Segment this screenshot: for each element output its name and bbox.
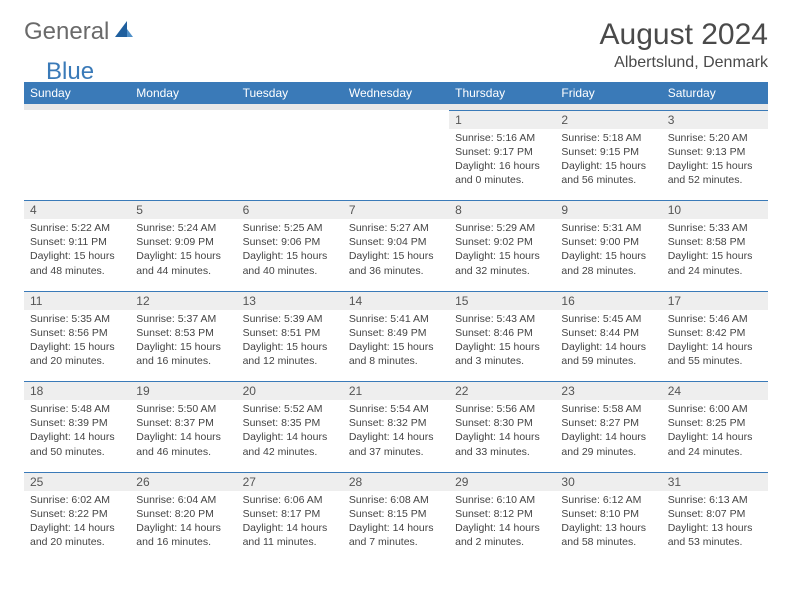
day-content-cell: Sunrise: 6:10 AMSunset: 8:12 PMDaylight:…: [449, 491, 555, 563]
day-number-cell: 7: [343, 201, 449, 220]
day-number-cell: 18: [24, 382, 130, 401]
calendar-body: 123Sunrise: 5:16 AMSunset: 9:17 PMDaylig…: [24, 110, 768, 563]
day-number-cell: 29: [449, 472, 555, 491]
day-content-cell: Sunrise: 5:22 AMSunset: 9:11 PMDaylight:…: [24, 219, 130, 291]
day-content-cell: [343, 129, 449, 201]
day-content-row: Sunrise: 5:22 AMSunset: 9:11 PMDaylight:…: [24, 219, 768, 291]
day-number-row: 25262728293031: [24, 472, 768, 491]
day-content-cell: Sunrise: 5:29 AMSunset: 9:02 PMDaylight:…: [449, 219, 555, 291]
col-thursday: Thursday: [449, 82, 555, 104]
day-content-cell: Sunrise: 5:52 AMSunset: 8:35 PMDaylight:…: [237, 400, 343, 472]
day-number-cell: 13: [237, 291, 343, 310]
day-number-cell: 22: [449, 382, 555, 401]
month-title: August 2024: [600, 18, 768, 52]
day-number-row: 11121314151617: [24, 291, 768, 310]
day-number-cell: 26: [130, 472, 236, 491]
day-number-cell: 23: [555, 382, 661, 401]
day-content-cell: Sunrise: 6:12 AMSunset: 8:10 PMDaylight:…: [555, 491, 661, 563]
col-tuesday: Tuesday: [237, 82, 343, 104]
day-content-cell: Sunrise: 5:37 AMSunset: 8:53 PMDaylight:…: [130, 310, 236, 382]
day-content-cell: Sunrise: 5:33 AMSunset: 8:58 PMDaylight:…: [662, 219, 768, 291]
day-content-cell: Sunrise: 5:39 AMSunset: 8:51 PMDaylight:…: [237, 310, 343, 382]
day-content-cell: Sunrise: 5:24 AMSunset: 9:09 PMDaylight:…: [130, 219, 236, 291]
day-content-cell: Sunrise: 6:02 AMSunset: 8:22 PMDaylight:…: [24, 491, 130, 563]
day-number-cell: 17: [662, 291, 768, 310]
day-number-cell: 28: [343, 472, 449, 491]
day-number-cell: 31: [662, 472, 768, 491]
day-number-cell: [24, 110, 130, 129]
day-number-cell: 6: [237, 201, 343, 220]
day-number-cell: 10: [662, 201, 768, 220]
col-friday: Friday: [555, 82, 661, 104]
day-content-cell: Sunrise: 6:06 AMSunset: 8:17 PMDaylight:…: [237, 491, 343, 563]
day-number-cell: 1: [449, 110, 555, 129]
day-number-cell: 21: [343, 382, 449, 401]
day-content-cell: Sunrise: 5:20 AMSunset: 9:13 PMDaylight:…: [662, 129, 768, 201]
day-number-cell: 16: [555, 291, 661, 310]
day-content-cell: Sunrise: 5:31 AMSunset: 9:00 PMDaylight:…: [555, 219, 661, 291]
logo: General: [24, 18, 137, 46]
day-content-cell: Sunrise: 5:56 AMSunset: 8:30 PMDaylight:…: [449, 400, 555, 472]
col-wednesday: Wednesday: [343, 82, 449, 104]
day-number-cell: 19: [130, 382, 236, 401]
day-number-cell: 3: [662, 110, 768, 129]
day-number-cell: 4: [24, 201, 130, 220]
day-content-cell: [24, 129, 130, 201]
day-number-cell: 25: [24, 472, 130, 491]
day-content-cell: Sunrise: 5:45 AMSunset: 8:44 PMDaylight:…: [555, 310, 661, 382]
title-block: August 2024 Albertslund, Denmark: [600, 18, 768, 72]
logo-text-blue: Blue: [46, 58, 94, 86]
day-content-cell: Sunrise: 6:00 AMSunset: 8:25 PMDaylight:…: [662, 400, 768, 472]
day-content-row: Sunrise: 5:35 AMSunset: 8:56 PMDaylight:…: [24, 310, 768, 382]
col-saturday: Saturday: [662, 82, 768, 104]
day-content-cell: Sunrise: 5:35 AMSunset: 8:56 PMDaylight:…: [24, 310, 130, 382]
day-content-cell: Sunrise: 5:58 AMSunset: 8:27 PMDaylight:…: [555, 400, 661, 472]
day-number-row: 45678910: [24, 201, 768, 220]
day-content-row: Sunrise: 5:16 AMSunset: 9:17 PMDaylight:…: [24, 129, 768, 201]
day-content-cell: Sunrise: 5:43 AMSunset: 8:46 PMDaylight:…: [449, 310, 555, 382]
day-content-cell: [130, 129, 236, 201]
calendar-header-row: Sunday Monday Tuesday Wednesday Thursday…: [24, 82, 768, 104]
location-label: Albertslund, Denmark: [600, 54, 768, 72]
day-content-cell: Sunrise: 5:50 AMSunset: 8:37 PMDaylight:…: [130, 400, 236, 472]
day-content-row: Sunrise: 6:02 AMSunset: 8:22 PMDaylight:…: [24, 491, 768, 563]
day-number-cell: 14: [343, 291, 449, 310]
day-content-cell: Sunrise: 5:54 AMSunset: 8:32 PMDaylight:…: [343, 400, 449, 472]
day-number-cell: 20: [237, 382, 343, 401]
day-number-cell: 2: [555, 110, 661, 129]
day-content-cell: Sunrise: 5:25 AMSunset: 9:06 PMDaylight:…: [237, 219, 343, 291]
day-number-cell: 15: [449, 291, 555, 310]
day-number-row: 123: [24, 110, 768, 129]
day-content-cell: Sunrise: 6:04 AMSunset: 8:20 PMDaylight:…: [130, 491, 236, 563]
day-content-cell: Sunrise: 5:27 AMSunset: 9:04 PMDaylight:…: [343, 219, 449, 291]
day-number-cell: [237, 110, 343, 129]
day-content-cell: Sunrise: 5:18 AMSunset: 9:15 PMDaylight:…: [555, 129, 661, 201]
day-number-cell: [130, 110, 236, 129]
day-number-cell: 11: [24, 291, 130, 310]
col-monday: Monday: [130, 82, 236, 104]
day-number-row: 18192021222324: [24, 382, 768, 401]
calendar-table: Sunday Monday Tuesday Wednesday Thursday…: [24, 82, 768, 563]
day-number-cell: 8: [449, 201, 555, 220]
day-number-cell: 12: [130, 291, 236, 310]
logo-text-general: General: [24, 18, 109, 46]
day-number-cell: 30: [555, 472, 661, 491]
day-number-cell: 24: [662, 382, 768, 401]
page-header: General August 2024 Albertslund, Denmark: [24, 18, 768, 72]
day-number-cell: 27: [237, 472, 343, 491]
day-content-cell: Sunrise: 6:08 AMSunset: 8:15 PMDaylight:…: [343, 491, 449, 563]
day-content-cell: Sunrise: 5:41 AMSunset: 8:49 PMDaylight:…: [343, 310, 449, 382]
logo-sail-icon: [113, 19, 135, 46]
day-content-row: Sunrise: 5:48 AMSunset: 8:39 PMDaylight:…: [24, 400, 768, 472]
day-content-cell: [237, 129, 343, 201]
day-content-cell: Sunrise: 5:46 AMSunset: 8:42 PMDaylight:…: [662, 310, 768, 382]
day-number-cell: 9: [555, 201, 661, 220]
day-number-cell: 5: [130, 201, 236, 220]
day-number-cell: [343, 110, 449, 129]
day-content-cell: Sunrise: 6:13 AMSunset: 8:07 PMDaylight:…: [662, 491, 768, 563]
day-content-cell: Sunrise: 5:48 AMSunset: 8:39 PMDaylight:…: [24, 400, 130, 472]
day-content-cell: Sunrise: 5:16 AMSunset: 9:17 PMDaylight:…: [449, 129, 555, 201]
